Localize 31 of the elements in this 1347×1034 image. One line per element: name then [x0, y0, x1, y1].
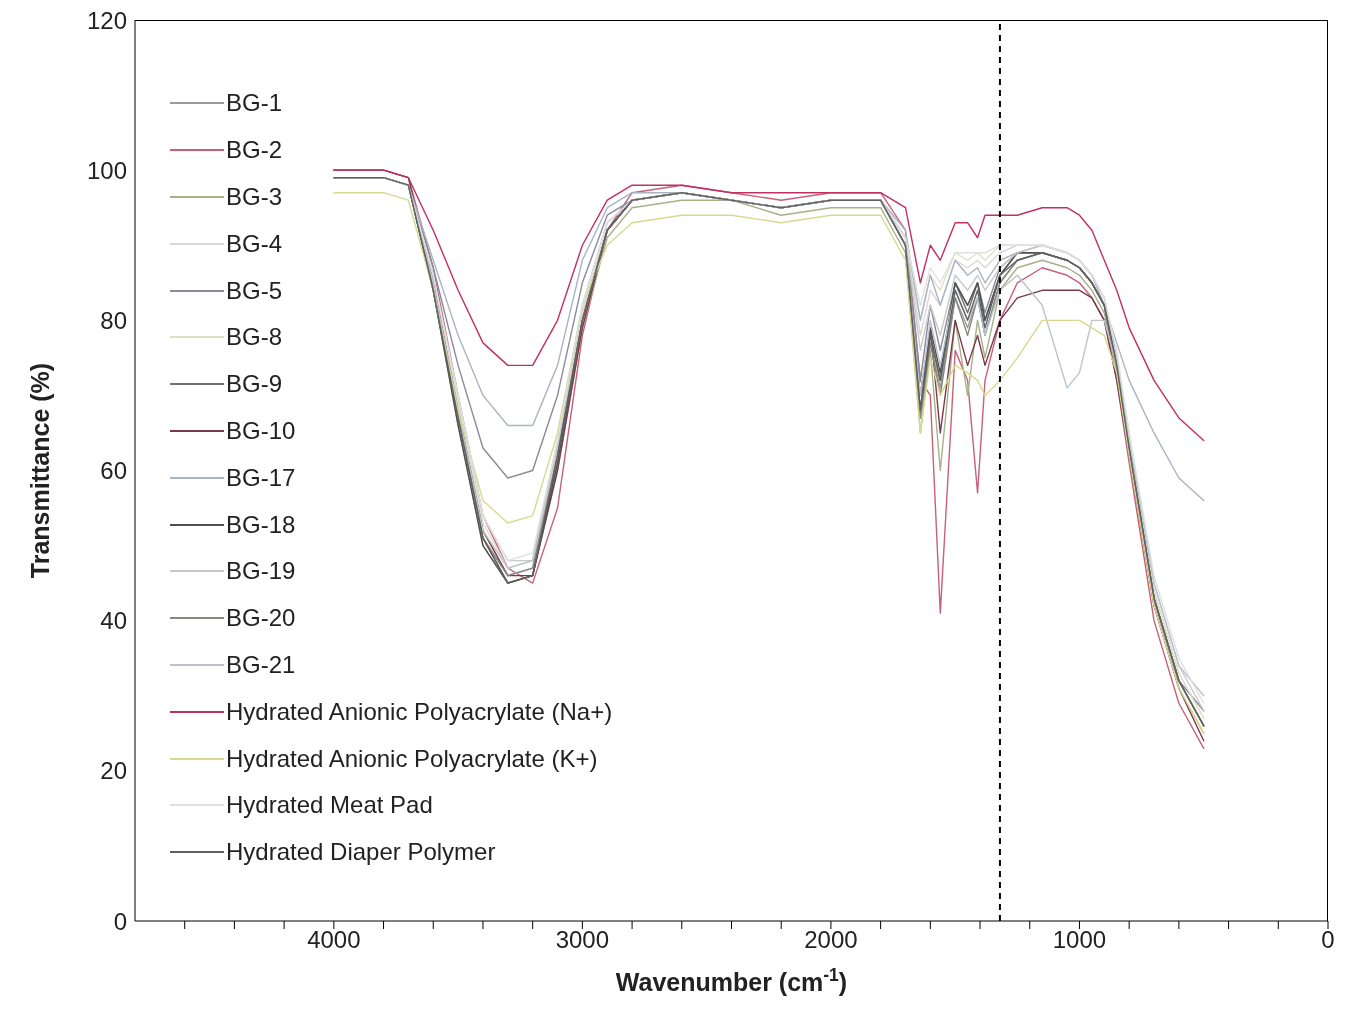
legend-label: BG-4	[226, 229, 283, 258]
legend-label: Hydrated Diaper Polymer	[226, 838, 496, 867]
legend-label: BG-5	[226, 276, 283, 305]
y-tick-label: 100	[86, 156, 127, 184]
legend-label: Hydrated Anionic Polyacrylate (K+)	[226, 744, 598, 773]
legend-label: Hydrated Meat Pad	[226, 791, 433, 820]
x-axis-title: Wavenumber (cm$^{-1}$)	[615, 965, 848, 996]
legend-label: BG-18	[226, 510, 296, 539]
legend-label: BG-17	[226, 463, 296, 492]
x-tick-label: 4000	[307, 926, 361, 954]
legend-label: BG-9	[226, 370, 283, 399]
legend-label: BG-3	[226, 182, 283, 211]
legend-label: BG-20	[226, 604, 296, 633]
y-tick-label: 120	[86, 6, 127, 34]
y-tick-label: 60	[100, 457, 127, 485]
x-tick-label: 2000	[804, 926, 858, 954]
y-tick-label: 0	[113, 907, 127, 935]
legend-label: BG-8	[226, 323, 283, 352]
legend-label: BG-10	[226, 416, 296, 445]
legend-label: BG-1	[226, 89, 283, 118]
x-tick-label: 3000	[555, 926, 610, 954]
y-axis-title: Transmittance (%)	[26, 362, 54, 579]
legend-label: BG-2	[226, 136, 283, 165]
x-tick-label: 1000	[1052, 926, 1107, 954]
legend-label: BG-19	[226, 557, 296, 586]
y-tick-label: 20	[100, 757, 127, 785]
legend-label: BG-21	[226, 650, 296, 679]
x-tick-label: 0	[1321, 926, 1335, 954]
legend-label: Hydrated Anionic Polyacrylate (Na+)	[226, 697, 613, 726]
y-tick-label: 40	[100, 607, 127, 635]
y-tick-label: 80	[100, 306, 127, 334]
